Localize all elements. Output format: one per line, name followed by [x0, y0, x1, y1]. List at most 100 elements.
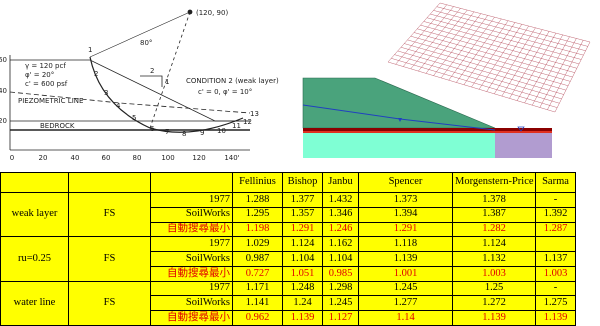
method-label: 1977	[150, 236, 233, 253]
grid-line	[407, 39, 569, 86]
method-label: SoilWorks	[150, 206, 233, 223]
y-axis-label: 40	[0, 87, 7, 95]
grid-line	[433, 10, 586, 51]
value-cell: 1.282	[452, 221, 536, 238]
value-cell: 1.246	[322, 221, 359, 238]
header-cell: Sarma	[535, 171, 576, 194]
y-axis-label: 20	[0, 117, 7, 125]
grid-line	[391, 58, 558, 108]
group-label: ru=0.25	[0, 236, 69, 282]
point-label: 13	[250, 110, 259, 118]
method-label: SoilWorks	[150, 251, 233, 267]
x-axis-label: 0	[10, 154, 14, 162]
value-cell: 0.962	[232, 310, 283, 326]
point-label: 2	[94, 70, 98, 78]
figures: (120, 90) 80° γ = 120 pcf φ' = 20° c' = …	[0, 2, 591, 162]
value-cell: 1.392	[535, 206, 576, 223]
value-cell: 1.162	[322, 236, 359, 253]
value-cell: 1.104	[282, 251, 323, 267]
value-cell: 1.245	[358, 280, 453, 297]
data-row: 自動搜尋最小 0.962 1.139 1.127 1.14 1.139 1.139	[1, 310, 576, 326]
point-label: 7	[165, 128, 169, 136]
value-cell: 1.029	[232, 236, 283, 253]
grid-line	[397, 50, 562, 100]
point-label: 11	[232, 122, 241, 130]
data-row: weak layer FS 1977 1.288 1.377 1.432 1.373 1.37…	[0, 192, 576, 238]
x-axis-label: 60	[102, 154, 111, 162]
center-point	[187, 9, 193, 15]
data-row: 自動搜尋最小 0.727 1.051 0.985 1.001 1.003 1.003	[1, 265, 576, 282]
value-cell: 1.378	[452, 192, 536, 208]
value-cell: 1.001	[358, 265, 453, 282]
results-table: Fellinius Bishop Janbu Spencer Morgenstern-P…	[0, 171, 576, 326]
value-cell: 1.357	[282, 206, 323, 223]
point-label: 1	[88, 46, 92, 54]
value-cell: 1.051	[282, 265, 323, 282]
group-label: water line	[0, 280, 69, 326]
foundation-layer	[495, 133, 552, 158]
water-marker	[517, 126, 525, 132]
center-label: (120, 90)	[196, 9, 228, 17]
cohesion: c' = 600 psf	[25, 80, 68, 88]
value-cell: 1.432	[322, 192, 359, 208]
slope-rise: 1	[165, 78, 169, 86]
method-label: SoilWorks	[150, 295, 233, 312]
value-cell: 1.394	[358, 206, 453, 223]
header-cell	[68, 171, 151, 194]
grid-line	[410, 35, 571, 82]
foundation-layer	[303, 133, 495, 158]
value-cell: 1.104	[322, 251, 359, 267]
grid-line	[404, 43, 566, 91]
radius-line	[149, 11, 191, 129]
point-label: 5	[132, 114, 136, 122]
model-view	[302, 2, 591, 158]
value-cell: 1.139	[282, 310, 323, 326]
value-cell: 1.291	[282, 221, 323, 238]
angle-label: 80°	[140, 39, 152, 47]
value-cell: 1.346	[322, 206, 359, 223]
slope-ratio	[140, 75, 163, 87]
value-cell: 1.275	[535, 295, 576, 312]
x-axis-label: 100	[161, 154, 174, 162]
value-cell: 0.985	[322, 265, 359, 282]
value-cell: 0.987	[232, 251, 283, 267]
point-label: 9	[200, 129, 204, 137]
y-axis-label: 60	[0, 56, 7, 64]
water-marker	[398, 118, 402, 122]
value-cell: 1.272	[452, 295, 536, 312]
data-row: ru=0.25 FS 1977 1.029 1.124 1.162 1.118 1.124	[0, 236, 576, 282]
value-cell: 1.14	[358, 310, 453, 326]
method-label: 自動搜尋最小	[150, 221, 233, 238]
grid-line	[387, 61, 556, 113]
point-label: 10	[217, 127, 226, 135]
value-cell: 1.139	[535, 310, 576, 326]
piezometric-line	[9, 91, 251, 114]
value-cell: 1.295	[232, 206, 283, 223]
method-label: 1977	[150, 192, 233, 208]
measure-label: FS	[68, 192, 151, 238]
x-axis-label: 80	[133, 154, 142, 162]
piezometric-label: PIEZOMETRIC LINE	[18, 97, 83, 105]
value-cell: 1.127	[322, 310, 359, 326]
bedrock-label: BEDROCK	[40, 122, 75, 130]
value-cell: -	[535, 192, 576, 208]
value-cell: 1.373	[358, 192, 453, 208]
value-cell: 1.198	[232, 221, 283, 238]
radius-line	[89, 11, 191, 58]
value-cell: 1.141	[232, 295, 283, 312]
x-axis-label: 40	[71, 154, 80, 162]
group-label: weak layer	[0, 192, 69, 238]
value-cell: 1.288	[232, 192, 283, 208]
condition-label: CONDITION 2 (weak layer)	[186, 77, 279, 85]
grid-line	[400, 47, 564, 95]
grid-line	[430, 13, 584, 56]
value-cell: -	[535, 280, 576, 297]
value-cell: 1.118	[358, 236, 453, 253]
grid-line	[436, 6, 588, 47]
point-label: 12	[243, 118, 252, 126]
unit-weight: γ = 120 pcf	[25, 62, 66, 70]
value-cell: 1.132	[452, 251, 536, 267]
point-label: 4	[116, 102, 121, 110]
data-row: SoilWorks 0.987 1.104 1.104 1.139 1.132 1.137	[1, 251, 576, 267]
grid-line	[439, 2, 591, 43]
